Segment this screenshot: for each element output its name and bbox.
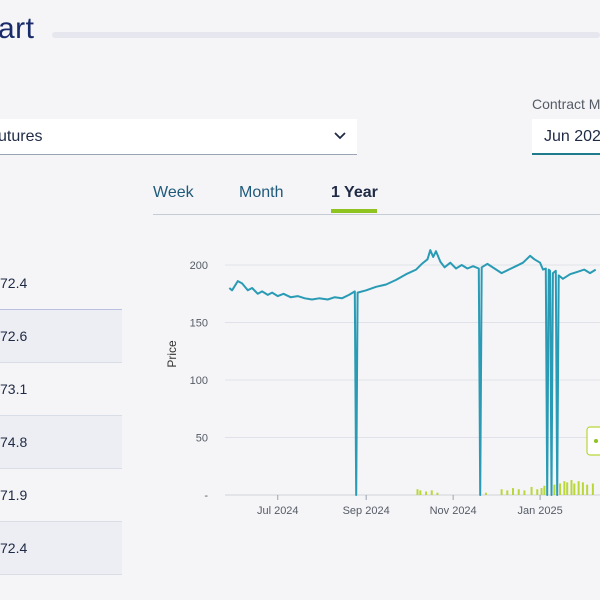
volume-bars	[416, 480, 594, 495]
volume-bar	[536, 489, 539, 495]
volume-bar	[553, 484, 556, 495]
title-divider	[52, 32, 600, 38]
tab-1-year[interactable]: 1 Year	[331, 184, 378, 201]
price-row: 72.4	[0, 257, 122, 310]
price-row: 74.8	[0, 416, 122, 469]
price-row: 71.9	[0, 469, 122, 522]
price-value: 71.9	[0, 487, 28, 503]
x-tick-label: Nov 2024	[430, 505, 477, 517]
product-select-value: utures	[0, 128, 43, 145]
volume-bar	[512, 488, 515, 495]
volume-bar	[416, 489, 419, 495]
volume-bar	[517, 489, 520, 495]
price-line	[228, 249, 597, 496]
volume-bar	[581, 482, 584, 495]
x-tick-label: Sep 2024	[343, 505, 390, 517]
volume-bar	[566, 482, 569, 495]
price-row: 72.4	[0, 522, 122, 575]
volume-bar	[577, 481, 580, 495]
price-list: 72.4 72.6 73.1 74.8 71.9 72.4	[0, 257, 122, 575]
y-axis-label: Price	[165, 340, 179, 368]
volume-bar	[430, 490, 433, 495]
volume-bar	[540, 488, 543, 495]
contract-month-value: Jun 202	[544, 128, 600, 145]
tab-week[interactable]: Week	[153, 184, 194, 201]
volume-bar	[543, 485, 546, 495]
page-title: art	[0, 12, 35, 45]
volume-bar	[563, 481, 566, 495]
volume-bar	[500, 489, 503, 495]
volume-bar	[559, 483, 562, 495]
price-row: 72.6	[0, 310, 122, 363]
y-axis-ticks: - 50 100 150 200	[190, 260, 209, 502]
tab-month[interactable]: Month	[239, 184, 284, 201]
volume-bar	[523, 490, 526, 495]
volume-bar	[573, 483, 576, 495]
volume-bar	[484, 492, 487, 495]
price-row: 73.1	[0, 363, 122, 416]
price-value: 74.8	[0, 434, 28, 450]
y-tick-label: 100	[190, 375, 208, 387]
price-value: 72.4	[0, 540, 28, 556]
y-tick-label: 150	[190, 318, 208, 330]
range-tabs: Week Month 1 Year	[153, 176, 600, 215]
volume-bar	[586, 484, 589, 495]
x-tick-label: Jul 2024	[257, 505, 299, 517]
y-tick-label: 200	[190, 260, 208, 272]
grid-lines	[225, 264, 600, 496]
price-series	[228, 249, 597, 496]
contract-month-select[interactable]: Jun 202	[532, 119, 600, 155]
tooltip-handle-icon[interactable]	[586, 426, 600, 456]
y-tick-label: 50	[196, 433, 208, 445]
volume-bar	[591, 483, 594, 495]
x-axis-ticks: Jul 2024 Sep 2024 Nov 2024 Jan 2025	[257, 495, 563, 517]
x-tick-label: Jan 2025	[517, 505, 562, 517]
chevron-down-icon	[334, 132, 346, 140]
price-chart: - 50 100 150 200 Jul 2024 Sep 2024 Nov 2024 Jan…	[165, 249, 600, 517]
price-value: 73.1	[0, 381, 28, 397]
price-value: 72.6	[0, 328, 28, 344]
volume-bar	[506, 490, 509, 495]
y-tick-label: -	[204, 490, 208, 502]
volume-bar	[530, 486, 533, 495]
volume-bar	[419, 490, 422, 495]
price-value: 72.4	[0, 275, 28, 291]
product-select[interactable]: utures	[0, 119, 357, 155]
contract-month-label: Contract M	[532, 96, 600, 112]
active-tab-indicator	[331, 209, 377, 213]
volume-bar	[425, 491, 428, 495]
volume-bar	[436, 492, 439, 495]
volume-bar	[570, 480, 573, 495]
